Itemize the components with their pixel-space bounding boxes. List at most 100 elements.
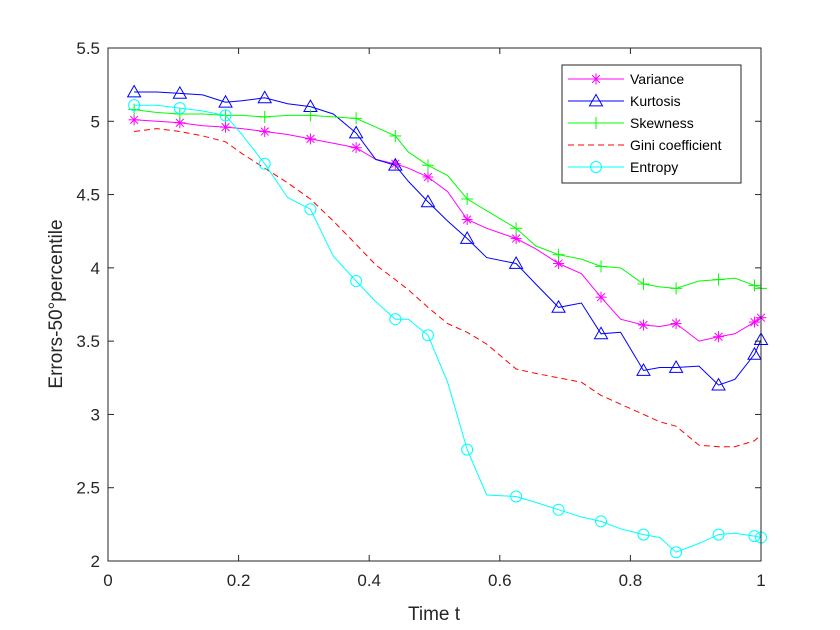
- legend: Variance Kurtosis Skewness Gini coefficient…: [561, 64, 742, 184]
- data-point-kurtosis: [459, 231, 475, 244]
- data-point-skewness: [510, 222, 523, 235]
- data-point-entropy: [421, 329, 434, 342]
- x-tick-label: 0.8: [619, 571, 643, 590]
- x-tick-label: 0: [103, 571, 112, 590]
- series-line-entropy: [134, 104, 762, 553]
- data-point-kurtosis: [420, 194, 436, 208]
- data-point-entropy: [219, 109, 232, 122]
- y-axis-label: Errors-50°percentile: [46, 219, 67, 388]
- data-point-kurtosis: [668, 360, 684, 373]
- data-point-variance: [461, 213, 473, 225]
- data-point-kurtosis: [172, 85, 188, 99]
- data-point-skewness: [595, 260, 608, 273]
- data-point-entropy: [350, 275, 363, 288]
- data-point-entropy: [173, 102, 186, 115]
- data-point-kurtosis: [711, 377, 726, 391]
- series-line-variance: [134, 119, 762, 342]
- series-gini-coefficient: [134, 128, 762, 448]
- data-point-entropy: [510, 490, 523, 503]
- x-tick-label: 1: [756, 571, 765, 590]
- legend-label-kurtosis: Kurtosis: [630, 93, 681, 109]
- data-point-entropy: [461, 443, 474, 456]
- y-tick-label: 5: [91, 112, 100, 131]
- data-point-entropy: [128, 99, 141, 112]
- data-point-variance: [350, 142, 362, 154]
- data-point-variance: [510, 233, 522, 245]
- data-point-skewness: [461, 192, 474, 205]
- data-point-variance: [174, 117, 186, 129]
- data-point-variance: [670, 318, 682, 330]
- data-point-kurtosis: [593, 326, 609, 340]
- legend-marker-kurtosis: [588, 93, 604, 107]
- legend-label-variance: Variance: [630, 71, 684, 87]
- data-point-kurtosis: [636, 362, 651, 376]
- data-point-skewness: [350, 112, 363, 125]
- legend-item-variance: Variance: [568, 71, 684, 87]
- series-kurtosis: [126, 84, 769, 391]
- data-point-skewness: [748, 279, 761, 292]
- data-point-kurtosis: [126, 84, 142, 98]
- data-point-kurtosis: [387, 157, 403, 171]
- data-point-skewness: [389, 129, 402, 142]
- x-tick-label: 0.6: [488, 571, 512, 590]
- axes-box: [107, 47, 762, 562]
- data-point-skewness: [552, 248, 565, 261]
- series-line-kurtosis: [134, 91, 762, 386]
- data-point-variance: [220, 121, 232, 133]
- axes-layer: 0 0.2 0.4 0.6 0.8 1 2 2.5 3 3.5 4 4.5 5 5.5: [76, 39, 765, 590]
- data-point-variance: [304, 133, 316, 145]
- data-point-variance: [713, 331, 725, 343]
- data-point-kurtosis: [551, 299, 566, 313]
- legend-label-entropy: Entropy: [630, 159, 678, 175]
- data-point-entropy: [389, 313, 402, 326]
- data-point-entropy: [637, 528, 650, 541]
- data-point-variance: [748, 316, 760, 328]
- data-point-entropy: [552, 503, 565, 516]
- data-point-skewness: [670, 282, 683, 295]
- data-point-variance: [128, 114, 140, 126]
- y-tick-label: 4: [91, 259, 100, 278]
- legend-marker-variance: [590, 73, 602, 85]
- series-entropy: [128, 99, 767, 559]
- x-tick-label: 0.4: [357, 571, 381, 590]
- data-point-entropy: [748, 530, 761, 543]
- data-point-skewness: [712, 273, 725, 286]
- data-point-skewness: [258, 110, 271, 123]
- legend-label-gini-coefficient: Gini coefficient: [630, 137, 722, 153]
- series-line-gini-coefficient: [134, 128, 762, 448]
- data-point-kurtosis: [508, 255, 524, 269]
- legend-marker-skewness: [590, 117, 602, 129]
- data-point-skewness: [304, 109, 317, 122]
- legend-label-skewness: Skewness: [630, 115, 694, 131]
- data-point-kurtosis: [348, 125, 364, 139]
- y-tick-label: 5.5: [76, 39, 100, 58]
- y-tick-label: 2: [91, 552, 100, 571]
- y-tick-label: 3: [91, 405, 100, 424]
- data-point-entropy: [595, 515, 608, 528]
- data-point-kurtosis: [257, 90, 273, 104]
- data-point-entropy: [670, 546, 683, 559]
- x-axis-label: Time t: [408, 604, 461, 625]
- data-point-skewness: [637, 277, 650, 290]
- data-point-variance: [422, 171, 434, 183]
- legend-item-entropy: Entropy: [568, 159, 678, 175]
- data-point-kurtosis: [747, 346, 762, 360]
- data-point-kurtosis: [218, 94, 233, 108]
- legend-item-skewness: Skewness: [568, 115, 694, 131]
- data-point-variance: [595, 291, 607, 303]
- x-tick-label: 0.2: [227, 571, 251, 590]
- legend-item-gini-coefficient: Gini coefficient: [568, 137, 722, 153]
- y-tick-label: 2.5: [76, 479, 100, 498]
- data-point-skewness: [421, 159, 434, 172]
- legend-item-kurtosis: Kurtosis: [568, 93, 681, 109]
- series-layer: [126, 84, 769, 559]
- y-tick-label: 3.5: [76, 332, 100, 351]
- legend-marker-entropy: [590, 161, 602, 173]
- data-point-variance: [259, 126, 271, 138]
- data-point-variance: [637, 319, 649, 331]
- y-tick-label: 4.5: [76, 186, 100, 205]
- data-point-entropy: [258, 157, 271, 170]
- data-point-entropy: [712, 528, 725, 541]
- data-point-entropy: [304, 203, 317, 216]
